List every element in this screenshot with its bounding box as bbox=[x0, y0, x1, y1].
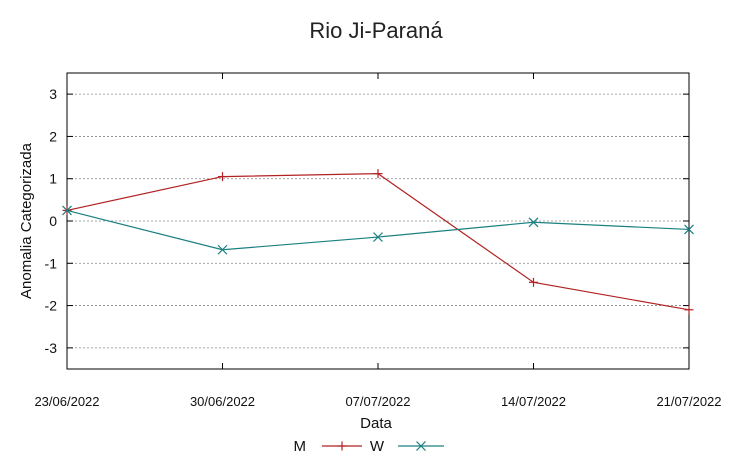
data-point-W bbox=[217, 244, 228, 255]
data-point-W bbox=[373, 232, 383, 242]
y-tick-label: -1 bbox=[45, 255, 58, 271]
y-tick-label: 2 bbox=[49, 128, 57, 144]
data-point-M bbox=[218, 172, 227, 182]
x-axis-ticks: 23/06/2022 30/06/2022 07/07/2022 14/07/2022… bbox=[34, 73, 722, 409]
y-tick-label: 0 bbox=[49, 213, 57, 229]
series-line-M bbox=[66, 173, 690, 311]
legend-label-W: W bbox=[370, 438, 385, 455]
y-axis-label: Anomalia Categorizada bbox=[18, 142, 35, 299]
data-point-W bbox=[528, 217, 539, 228]
x-tick-label: 14/07/2022 bbox=[501, 394, 566, 409]
legend-marker-W bbox=[416, 441, 426, 451]
legend-marker-M bbox=[337, 441, 347, 451]
data-point-M bbox=[529, 277, 538, 287]
y-axis-ticks: 3 2 1 0 -1 -2 -3 bbox=[45, 86, 689, 356]
data-point-M bbox=[684, 305, 694, 315]
y-tick-label: 1 bbox=[49, 171, 57, 187]
legend-label-M: M bbox=[294, 438, 307, 455]
data-point-W bbox=[684, 224, 694, 235]
y-tick-label: 3 bbox=[49, 86, 57, 102]
y-tick-label: -2 bbox=[45, 298, 58, 314]
plot-frame bbox=[66, 72, 690, 370]
x-tick-label: 21/07/2022 bbox=[656, 394, 721, 409]
x-tick-label: 07/07/2022 bbox=[345, 394, 410, 409]
x-tick-label: 23/06/2022 bbox=[34, 394, 99, 409]
series-line-W bbox=[66, 209, 690, 251]
grid-lines bbox=[67, 93, 689, 349]
data-point-W bbox=[62, 205, 72, 216]
x-axis-label: Data bbox=[360, 415, 392, 432]
chart-title: Rio Ji-Paraná bbox=[309, 18, 443, 43]
data-point-M bbox=[373, 169, 383, 179]
series-group bbox=[62, 169, 694, 315]
x-tick-label: 30/06/2022 bbox=[190, 394, 255, 409]
y-tick-label: -3 bbox=[45, 340, 58, 356]
